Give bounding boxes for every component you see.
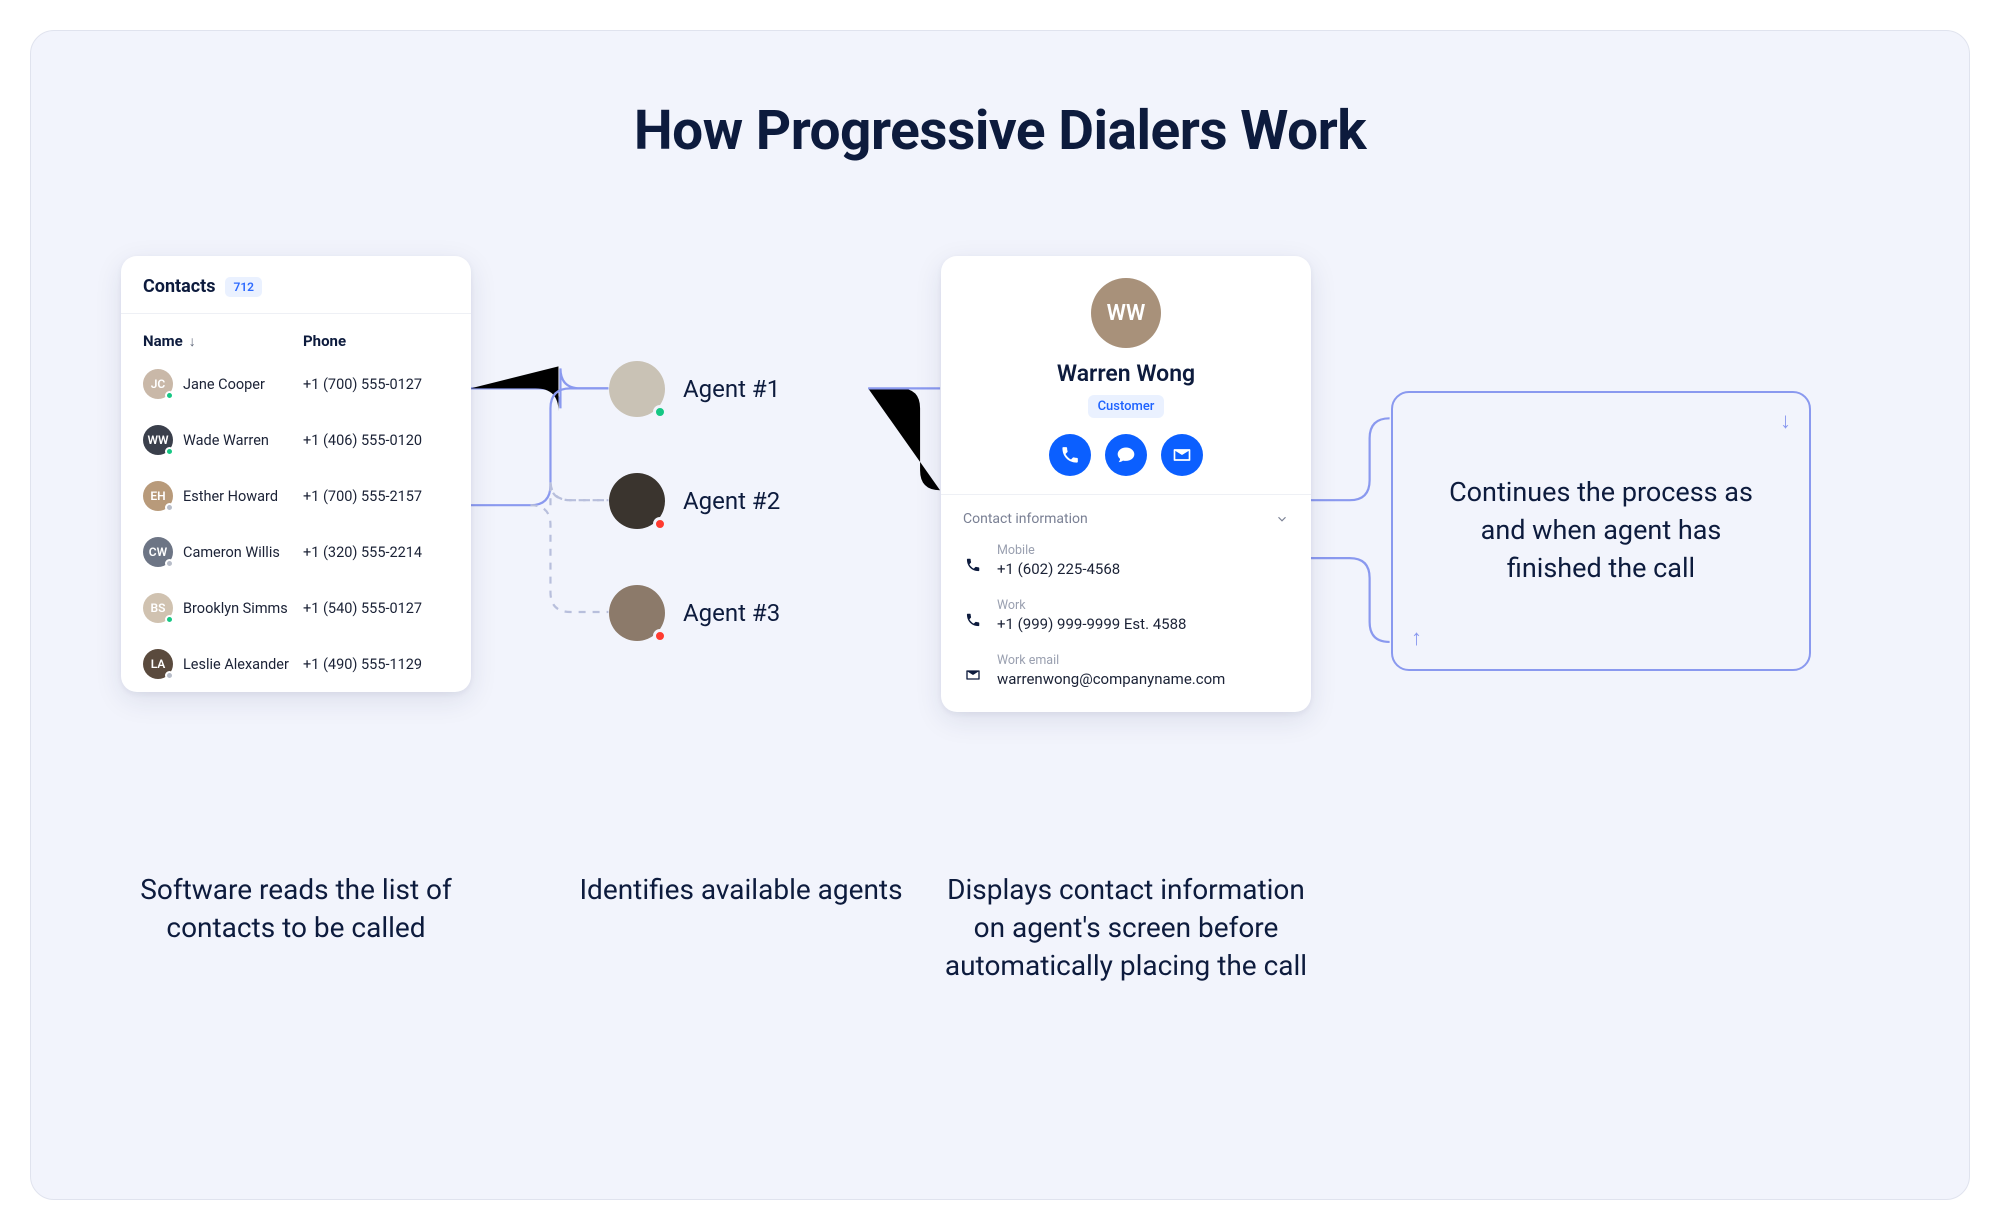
contacts-column-headers: Name ↓ Phone <box>121 314 471 356</box>
contact-name: Jane Cooper <box>183 376 265 393</box>
contacts-card: Contacts 712 Name ↓ Phone JC Jane Cooper… <box>121 256 471 692</box>
avatar: WW <box>143 425 173 455</box>
table-row[interactable]: JC Jane Cooper +1 (700) 555-0127 <box>121 356 471 412</box>
chat-icon <box>1116 445 1136 465</box>
status-dot <box>653 405 667 419</box>
status-dot <box>165 615 174 624</box>
caption-3: Displays contact information on agent's … <box>931 871 1321 984</box>
avatar: JC <box>143 369 173 399</box>
avatar <box>609 585 665 641</box>
contact-name: Esther Howard <box>183 488 278 505</box>
info-row: Work email warrenwong@companyname.com <box>941 643 1311 698</box>
arrow-up-icon: ↑ <box>1411 624 1422 655</box>
status-dot <box>165 447 174 456</box>
agent-label: Agent #3 <box>683 599 780 627</box>
contact-name: Cameron Willis <box>183 544 280 561</box>
message-button[interactable] <box>1105 434 1147 476</box>
contact-detail-card: WW Warren Wong Customer Contact informat… <box>941 256 1311 712</box>
mail-icon <box>1172 445 1192 465</box>
chevron-down-icon <box>1275 512 1289 526</box>
sort-arrow-icon: ↓ <box>189 333 196 350</box>
section-label: Contact information <box>963 511 1088 527</box>
caption-2: Identifies available agents <box>561 871 921 909</box>
col-name[interactable]: Name <box>143 332 183 350</box>
diagram-title: How Progressive Dialers Work <box>31 99 1969 163</box>
status-dot <box>165 503 174 512</box>
contact-name: Brooklyn Simms <box>183 600 288 617</box>
contact-phone: +1 (540) 555-0127 <box>303 600 449 617</box>
customer-badge: Customer <box>1088 395 1165 418</box>
contacts-title: Contacts <box>143 276 215 297</box>
info-label: Work email <box>997 653 1225 668</box>
loop-caption: Continues the process as and when agent … <box>1433 474 1769 587</box>
info-value: +1 (602) 225-4568 <box>997 560 1120 578</box>
contact-phone: +1 (490) 555-1129 <box>303 656 449 673</box>
contact-info-section-header[interactable]: Contact information <box>941 495 1311 533</box>
avatar: BS <box>143 593 173 623</box>
status-dot <box>165 671 174 680</box>
diagram-canvas: How Progressive Dialers Work Contacts 71… <box>30 30 1970 1200</box>
phone-icon <box>963 598 983 632</box>
avatar: WW <box>1091 278 1161 348</box>
caption-1: Software reads the list of contacts to b… <box>101 871 491 947</box>
avatar: CW <box>143 537 173 567</box>
contact-phone: +1 (700) 555-0127 <box>303 376 449 393</box>
status-dot <box>165 559 174 568</box>
mail-icon <box>963 653 983 687</box>
phone-icon <box>1060 445 1080 465</box>
table-row[interactable]: LA Leslie Alexander +1 (490) 555-1129 <box>121 636 471 692</box>
phone-icon <box>963 543 983 577</box>
info-value: +1 (999) 999-9999 Est. 4588 <box>997 615 1186 633</box>
agent-item: Agent #1 <box>609 361 869 417</box>
agent-item: Agent #3 <box>609 585 869 641</box>
contact-name: Warren Wong <box>961 360 1291 387</box>
col-phone[interactable]: Phone <box>303 332 449 350</box>
contact-phone: +1 (700) 555-2157 <box>303 488 449 505</box>
status-dot <box>653 517 667 531</box>
table-row[interactable]: WW Wade Warren +1 (406) 555-0120 <box>121 412 471 468</box>
agent-label: Agent #1 <box>683 375 780 403</box>
contacts-count-badge: 712 <box>225 277 262 297</box>
agent-label: Agent #2 <box>683 487 780 515</box>
status-dot <box>653 629 667 643</box>
loop-box: Continues the process as and when agent … <box>1391 391 1811 671</box>
avatar: EH <box>143 481 173 511</box>
table-row[interactable]: BS Brooklyn Simms +1 (540) 555-0127 <box>121 580 471 636</box>
avatar: LA <box>143 649 173 679</box>
contact-phone: +1 (320) 555-2214 <box>303 544 449 561</box>
agent-item: Agent #2 <box>609 473 869 529</box>
call-button[interactable] <box>1049 434 1091 476</box>
email-button[interactable] <box>1161 434 1203 476</box>
status-dot <box>165 391 174 400</box>
info-label: Work <box>997 598 1186 613</box>
table-row[interactable]: EH Esther Howard +1 (700) 555-2157 <box>121 468 471 524</box>
info-value: warrenwong@companyname.com <box>997 670 1225 688</box>
info-label: Mobile <box>997 543 1120 558</box>
table-row[interactable]: CW Cameron Willis +1 (320) 555-2214 <box>121 524 471 580</box>
contacts-header: Contacts 712 <box>121 256 471 314</box>
info-row: Work +1 (999) 999-9999 Est. 4588 <box>941 588 1311 643</box>
contact-name: Wade Warren <box>183 432 269 449</box>
avatar <box>609 473 665 529</box>
info-row: Mobile +1 (602) 225-4568 <box>941 533 1311 588</box>
arrow-down-icon: ↓ <box>1780 407 1791 438</box>
agents-column: Agent #1 Agent #2 Agent #3 <box>609 361 869 697</box>
avatar <box>609 361 665 417</box>
contact-name: Leslie Alexander <box>183 656 289 673</box>
contact-phone: +1 (406) 555-0120 <box>303 432 449 449</box>
